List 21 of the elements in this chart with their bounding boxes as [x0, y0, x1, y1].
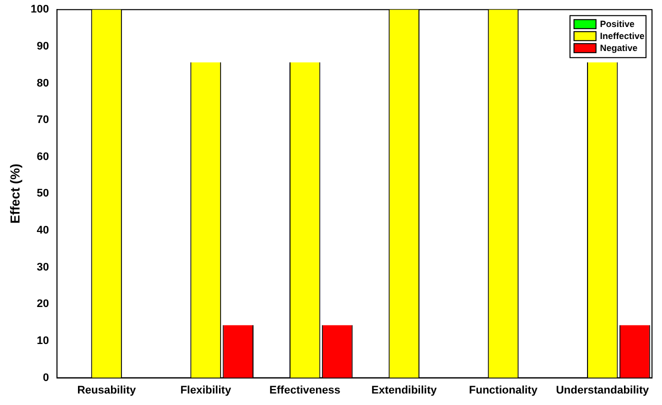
y-tick-label: 20	[36, 298, 49, 310]
y-tick-label: 0	[42, 372, 49, 384]
y-tick-label: 30	[36, 261, 49, 274]
y-tick-label: 70	[36, 114, 49, 126]
x-tick-label: Reusability	[77, 384, 137, 396]
legend-label: Positive	[600, 19, 635, 30]
y-tick-label: 90	[36, 40, 49, 52]
y-tick-label: 40	[36, 224, 49, 237]
y-tick-label: 50	[36, 188, 49, 200]
legend-label: Ineffective	[600, 31, 645, 42]
y-tick-label: 100	[30, 4, 49, 16]
x-tick-label: Effectiveness	[269, 384, 340, 396]
y-tick-label: 80	[36, 77, 49, 90]
y-tick-label: 60	[36, 150, 49, 163]
x-tick-label: Understandability	[556, 384, 650, 396]
x-tick-label: Extendibility	[371, 384, 438, 396]
y-axis-title: Effect (%)	[7, 164, 22, 224]
x-tick-label: Flexibility	[180, 384, 232, 396]
legend-label: Negative	[600, 43, 638, 54]
y-tick-label: 10	[36, 335, 49, 348]
x-tick-label: Functionality	[469, 384, 538, 396]
